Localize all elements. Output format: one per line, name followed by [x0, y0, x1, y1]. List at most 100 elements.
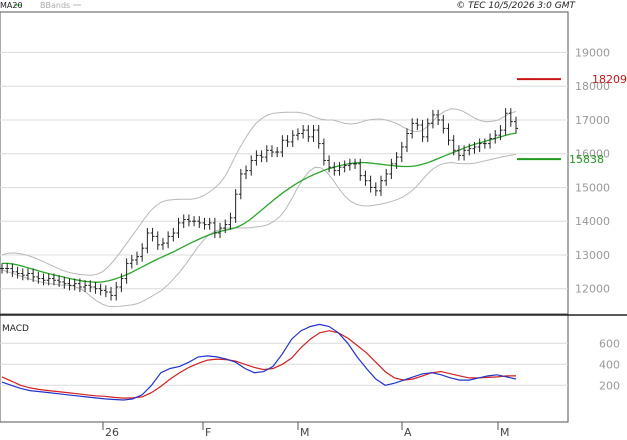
price-bar: [31, 268, 36, 282]
price-bar: [264, 145, 269, 163]
price-bar: [83, 280, 88, 293]
price-bar: [285, 135, 290, 147]
price-bar: [290, 130, 295, 147]
price-panel: [0, 11, 569, 315]
price-bar: [415, 118, 420, 131]
price-tick-label: 19000: [575, 46, 610, 59]
price-tick-label: 13000: [575, 249, 610, 262]
price-bar: [342, 160, 347, 173]
price-tick-label: 12000: [575, 283, 610, 296]
legend-ma20-label: MA20: [0, 1, 23, 10]
price-bar: [140, 243, 145, 262]
price-bar: [503, 108, 508, 136]
price-bar: [456, 145, 461, 161]
bollinger-bands: [1, 108, 517, 308]
macd-tick-label: 200: [599, 379, 620, 392]
price-bar: [254, 150, 259, 166]
price-bar: [514, 116, 518, 134]
price-bar: [202, 217, 207, 230]
price-bar: [15, 266, 20, 279]
price-bar: [10, 263, 15, 277]
price-bar: [46, 273, 51, 286]
price-bar: [488, 133, 493, 149]
price-bar: [306, 125, 311, 142]
price-bar: [394, 152, 399, 169]
price-bar: [347, 158, 352, 171]
price-bar: [93, 281, 98, 294]
price-bar: [109, 287, 114, 301]
price-y-axis: 12000 13000 14000 15000 16000 17000 18000 19000: [575, 46, 610, 295]
price-bar: [36, 271, 41, 284]
price-bar: [311, 125, 316, 142]
price-bars: [0, 108, 518, 301]
price-bar: [275, 146, 280, 158]
price-bar: [197, 216, 202, 228]
price-tick-label: 15000: [575, 181, 610, 194]
price-bar: [212, 217, 217, 239]
support-level: 15838: [517, 153, 604, 166]
price-bar: [98, 283, 103, 296]
price-bar: [181, 214, 186, 228]
resistance-level: 18209: [517, 73, 627, 86]
price-bar: [124, 258, 129, 284]
x-tick-label: F: [205, 426, 211, 439]
price-bar: [77, 278, 82, 293]
price-bar: [446, 123, 451, 146]
price-bar: [160, 238, 165, 250]
price-bar: [493, 130, 498, 144]
x-tick-label: M: [500, 426, 510, 439]
price-bar: [166, 231, 171, 249]
price-bar: [269, 145, 274, 158]
price-bar: [353, 158, 358, 169]
price-bar: [436, 109, 441, 126]
macd-panel: [0, 314, 569, 423]
price-bar: [358, 158, 363, 181]
price-bar: [62, 276, 67, 289]
macd-grid: [0, 342, 568, 386]
price-bar: [134, 251, 139, 266]
price-bar: [373, 182, 378, 196]
price-bar: [363, 170, 368, 186]
price-bar: [389, 158, 394, 180]
price-bar: [145, 227, 150, 254]
price-bar: [119, 273, 124, 293]
price-bar: [482, 138, 487, 149]
price-bar: [498, 125, 503, 141]
bband-lower: [1, 153, 517, 308]
price-bar: [508, 108, 513, 127]
ma20-path: [2, 132, 517, 283]
x-tick-label: 26: [105, 426, 119, 439]
price-bar: [192, 216, 197, 227]
price-tick-label: 14000: [575, 215, 610, 228]
price-bar: [441, 114, 446, 134]
price-bar: [410, 118, 415, 139]
price-bar: [384, 168, 389, 186]
price-bar: [72, 278, 77, 291]
price-bar: [332, 162, 337, 176]
price-bar: [176, 217, 181, 239]
price-bar: [467, 143, 472, 156]
legend-bbands-label: BBands: [40, 1, 70, 10]
price-bar: [114, 281, 119, 301]
chart-legend: MA20 BBands: [0, 1, 81, 10]
price-bar: [103, 285, 108, 298]
price-bar: [0, 263, 4, 274]
price-bar: [186, 214, 191, 227]
price-bar: [150, 227, 155, 242]
price-bar: [425, 118, 430, 142]
price-bar: [301, 125, 306, 139]
price-bar: [25, 268, 30, 281]
x-axis: 26 F M A M: [102, 422, 510, 439]
price-grid: [0, 51, 568, 290]
price-bar: [462, 145, 467, 161]
price-bar: [244, 165, 249, 180]
price-bar: [57, 275, 62, 288]
price-bar: [20, 268, 25, 281]
price-tick-label: 18000: [575, 80, 610, 93]
macd-tick-label: 600: [599, 337, 620, 350]
price-bar: [379, 175, 384, 196]
price-tick-label: 17000: [575, 114, 610, 127]
price-bar: [451, 135, 456, 156]
x-tick-label: A: [404, 426, 412, 439]
price-bar: [218, 222, 223, 239]
